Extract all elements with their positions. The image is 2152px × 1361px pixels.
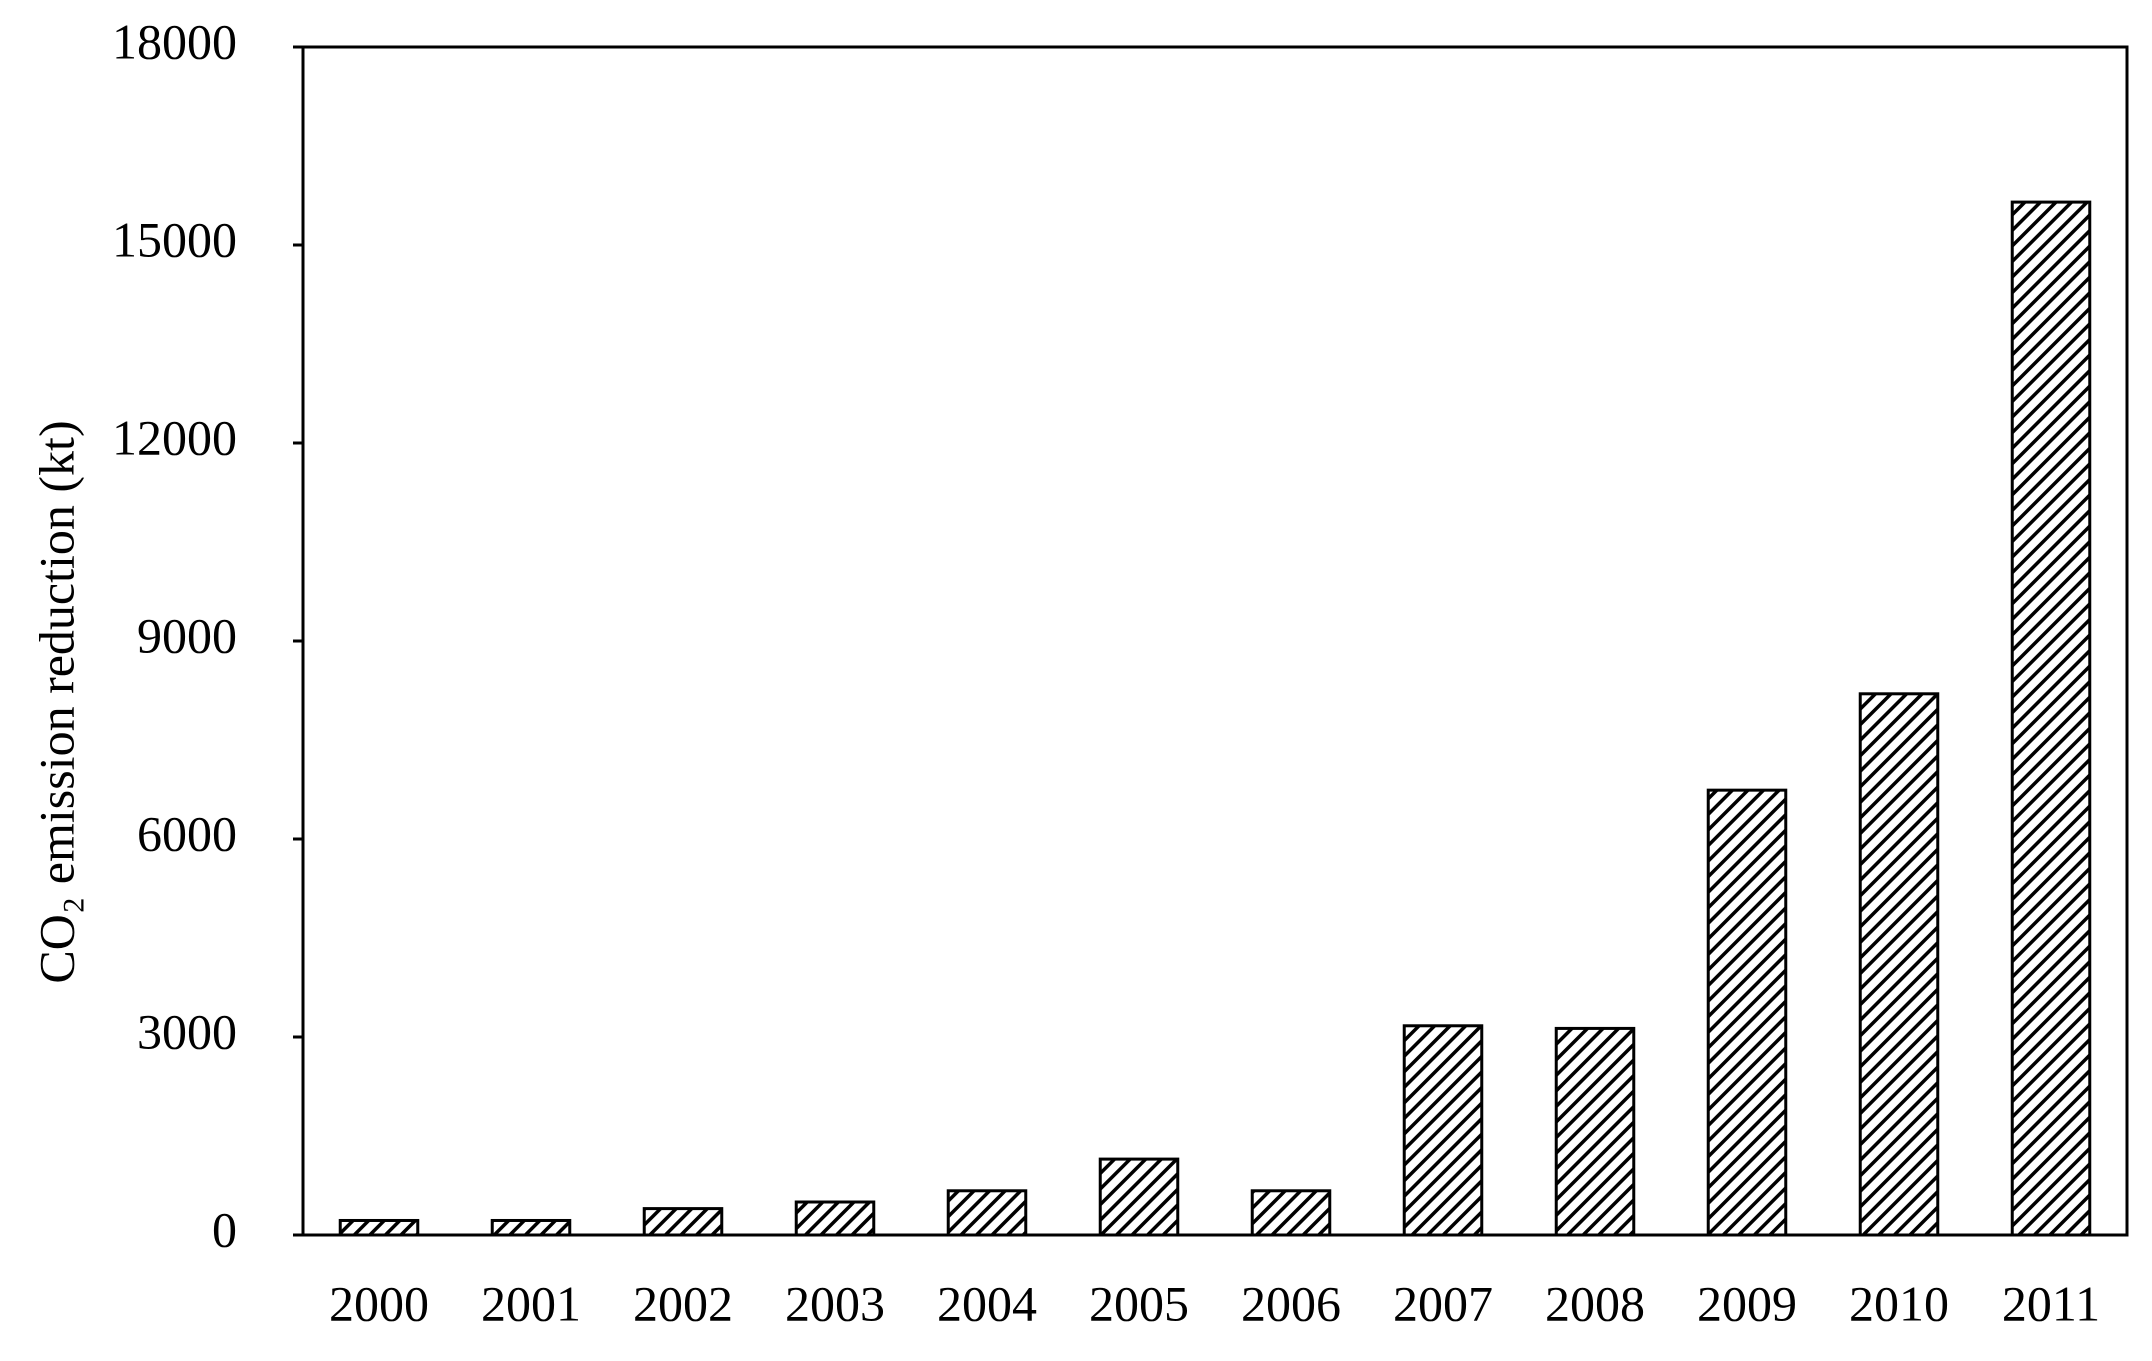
x-tick-label: 2005 bbox=[1089, 1275, 1189, 1331]
bar bbox=[2010, 200, 2092, 1237]
x-tick-label: 2000 bbox=[329, 1275, 429, 1331]
x-tick-label: 2011 bbox=[2002, 1275, 2100, 1331]
y-tick-label: 18000 bbox=[112, 13, 237, 69]
y-tick-label: 6000 bbox=[137, 805, 237, 861]
bar bbox=[1858, 692, 1940, 1237]
y-tick-label: 9000 bbox=[137, 607, 237, 663]
bar bbox=[794, 1200, 876, 1237]
bar bbox=[1098, 1157, 1180, 1237]
x-tick-label: 2006 bbox=[1241, 1275, 1341, 1331]
bar bbox=[490, 1218, 572, 1237]
x-tick-label: 2004 bbox=[937, 1275, 1037, 1331]
x-tick-label: 2002 bbox=[633, 1275, 733, 1331]
bar bbox=[338, 1218, 420, 1237]
y-tick-label: 15000 bbox=[112, 211, 237, 267]
x-tick-label: 2003 bbox=[785, 1275, 885, 1331]
y-tick-label: 3000 bbox=[137, 1003, 237, 1059]
x-tick-label: 2001 bbox=[481, 1275, 581, 1331]
x-tick-label: 2008 bbox=[1545, 1275, 1645, 1331]
y-tick-label: 0 bbox=[212, 1201, 237, 1257]
x-tick-label: 2007 bbox=[1393, 1275, 1493, 1331]
bar bbox=[642, 1207, 724, 1237]
x-tick-label: 2010 bbox=[1849, 1275, 1949, 1331]
bar bbox=[1706, 788, 1788, 1237]
x-tick-label: 2009 bbox=[1697, 1275, 1797, 1331]
y-tick-label: 12000 bbox=[112, 409, 237, 465]
bar bbox=[1554, 1026, 1636, 1237]
plot-frame bbox=[301, 45, 2129, 1237]
bar bbox=[946, 1189, 1028, 1237]
bar bbox=[1250, 1189, 1332, 1237]
bar bbox=[1402, 1024, 1484, 1237]
y-axis-label: CO₂ emission reduction (kt) bbox=[28, 420, 84, 983]
